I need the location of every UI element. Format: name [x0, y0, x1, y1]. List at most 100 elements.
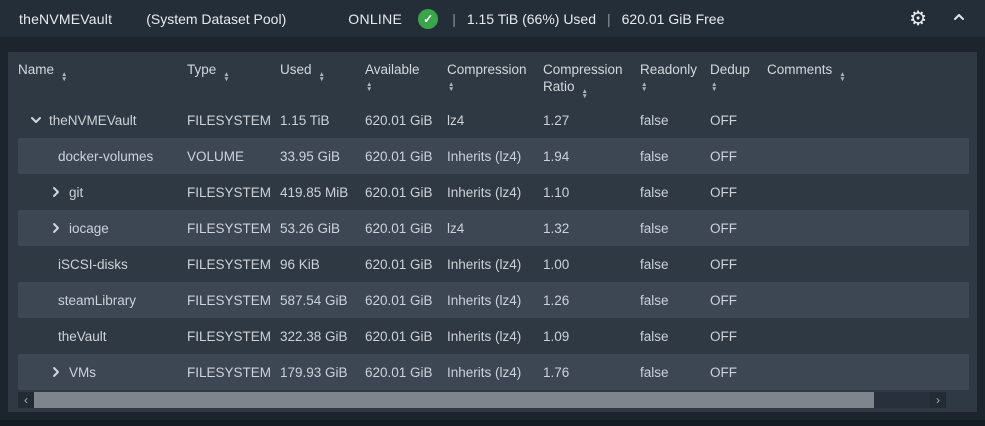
table-row[interactable]: theNVMEVault FILESYSTEM 1.15 TiB 620.01 …: [18, 102, 969, 138]
table-row[interactable]: iSCSI-disks FILESYSTEM 96 KiB 620.01 GiB…: [18, 246, 969, 282]
cell-dedup: OFF: [710, 220, 737, 236]
column-header-used[interactable]: Used ▲ ▼: [280, 62, 325, 83]
scrollbar-track[interactable]: [874, 392, 930, 408]
table-row[interactable]: steamLibrary FILESYSTEM 587.54 GiB 620.0…: [18, 282, 969, 318]
dataset-name: iSCSI-disks: [58, 256, 128, 272]
collapse-chevron-icon[interactable]: [28, 112, 44, 128]
dataset-name: iocage: [69, 220, 109, 236]
pool-name: theNVMEVault: [19, 10, 113, 27]
cell-dedup: OFF: [710, 364, 737, 380]
cell-readonly: false: [640, 148, 669, 164]
column-header-dedup[interactable]: Dedup ▲ ▼: [710, 61, 767, 93]
sort-icon: ▲ ▼: [641, 81, 648, 93]
cell-used: 419.85 MiB: [280, 184, 349, 200]
scrollbar-thumb[interactable]: [34, 392, 874, 408]
cell-available: 620.01 GiB: [365, 220, 433, 236]
scroll-left-button[interactable]: ‹: [18, 392, 34, 408]
cell-dedup: OFF: [710, 292, 737, 308]
cell-type: FILESYSTEM: [187, 220, 272, 236]
cell-used: 33.95 GiB: [280, 148, 341, 164]
cell-used: 96 KiB: [280, 256, 320, 272]
column-header-compression[interactable]: Compression ▲ ▼: [447, 61, 543, 93]
gear-icon: ⚙: [909, 7, 927, 30]
cell-compression: Inherits (lz4): [447, 292, 522, 308]
pool-used-stat: 1.15 TiB (66%) Used: [466, 10, 596, 27]
cell-dedup: OFF: [710, 148, 737, 164]
cell-readonly: false: [640, 292, 669, 308]
table-row[interactable]: iocage FILESYSTEM 53.26 GiB 620.01 GiB l…: [18, 210, 969, 246]
table-header-row: Name ▲ ▼ Type ▲ ▼ Used ▲ ▼ Available ▲ ▼ Compres…: [18, 52, 969, 102]
datasets-table: Name ▲ ▼ Type ▲ ▼ Used ▲ ▼ Available ▲ ▼ Compres…: [8, 52, 977, 412]
cell-type: VOLUME: [187, 148, 245, 164]
cell-compression-ratio: 1.09: [543, 328, 570, 344]
column-header-comments[interactable]: Comments ▲ ▼: [767, 62, 846, 83]
sort-icon: ▲ ▼: [448, 81, 455, 93]
cell-compression-ratio: 1.76: [543, 364, 570, 380]
cell-available: 620.01 GiB: [365, 328, 433, 344]
scroll-right-button[interactable]: ›: [930, 392, 946, 408]
cell-dedup: OFF: [710, 112, 737, 128]
dataset-name: VMs: [69, 364, 96, 380]
separator: |: [607, 10, 611, 27]
cell-used: 53.26 GiB: [280, 220, 341, 236]
horizontal-scrollbar[interactable]: ‹ ›: [18, 392, 946, 408]
cell-type: FILESYSTEM: [187, 292, 272, 308]
dataset-name: docker-volumes: [58, 148, 154, 164]
cell-used: 179.93 GiB: [280, 364, 348, 380]
pool-subtitle: (System Dataset Pool): [146, 10, 287, 27]
column-header-compression-ratio[interactable]: Compression Ratio ▲ ▼: [543, 62, 623, 100]
cell-available: 620.01 GiB: [365, 148, 433, 164]
pool-header-bar: theNVMEVault (System Dataset Pool) ONLIN…: [0, 0, 985, 37]
column-header-name[interactable]: Name ▲ ▼: [18, 62, 68, 83]
dataset-name: theVault: [58, 328, 107, 344]
expand-chevron-icon[interactable]: [48, 220, 64, 236]
collapse-pool-button[interactable]: [951, 9, 967, 28]
chevron-up-icon: [951, 9, 967, 28]
column-header-available[interactable]: Available ▲ ▼: [365, 61, 447, 93]
pool-status-text: ONLINE: [348, 10, 403, 27]
column-header-readonly[interactable]: Readonly ▲ ▼: [640, 61, 710, 93]
sort-icon: ▲ ▼: [839, 71, 846, 83]
dataset-name: steamLibrary: [58, 292, 137, 308]
cell-readonly: false: [640, 112, 669, 128]
cell-compression: Inherits (lz4): [447, 184, 522, 200]
cell-compression: lz4: [447, 112, 465, 128]
cell-compression-ratio: 1.00: [543, 256, 570, 272]
cell-compression-ratio: 1.27: [543, 112, 570, 128]
status-check-circle-icon: ✓: [418, 8, 439, 29]
table-row[interactable]: theVault FILESYSTEM 322.38 GiB 620.01 Gi…: [18, 318, 969, 354]
column-header-type[interactable]: Type ▲ ▼: [187, 62, 230, 83]
expand-chevron-icon[interactable]: [48, 364, 64, 380]
sort-icon: ▲ ▼: [366, 81, 373, 93]
table-row[interactable]: docker-volumes VOLUME 33.95 GiB 620.01 G…: [18, 138, 969, 174]
cell-compression: Inherits (lz4): [447, 364, 522, 380]
cell-type: FILESYSTEM: [187, 184, 272, 200]
sort-icon: ▲ ▼: [711, 81, 718, 93]
cell-readonly: false: [640, 328, 669, 344]
cell-readonly: false: [640, 256, 669, 272]
cell-used: 322.38 GiB: [280, 328, 348, 344]
cell-available: 620.01 GiB: [365, 256, 433, 272]
table-row[interactable]: git FILESYSTEM 419.85 MiB 620.01 GiB Inh…: [18, 174, 969, 210]
cell-used: 587.54 GiB: [280, 292, 348, 308]
cell-compression: Inherits (lz4): [447, 328, 522, 344]
cell-type: FILESYSTEM: [187, 364, 272, 380]
dataset-name: theNVMEVault: [49, 112, 137, 128]
pool-settings-button[interactable]: ⚙: [909, 9, 927, 29]
cell-available: 620.01 GiB: [365, 292, 433, 308]
expand-chevron-icon[interactable]: [48, 184, 64, 200]
cell-compression: lz4: [447, 220, 465, 236]
table-row[interactable]: VMs FILESYSTEM 179.93 GiB 620.01 GiB Inh…: [18, 354, 969, 390]
cell-compression: Inherits (lz4): [447, 148, 522, 164]
cell-compression: Inherits (lz4): [447, 256, 522, 272]
scroll-left-arrow-icon: ‹: [24, 393, 28, 407]
cell-available: 620.01 GiB: [365, 364, 433, 380]
cell-type: FILESYSTEM: [187, 256, 272, 272]
window-bottom-edge: [0, 420, 985, 426]
sort-icon: ▲ ▼: [581, 88, 588, 100]
sort-icon: ▲ ▼: [223, 71, 230, 83]
cell-dedup: OFF: [710, 184, 737, 200]
cell-type: FILESYSTEM: [187, 112, 272, 128]
cell-readonly: false: [640, 184, 669, 200]
